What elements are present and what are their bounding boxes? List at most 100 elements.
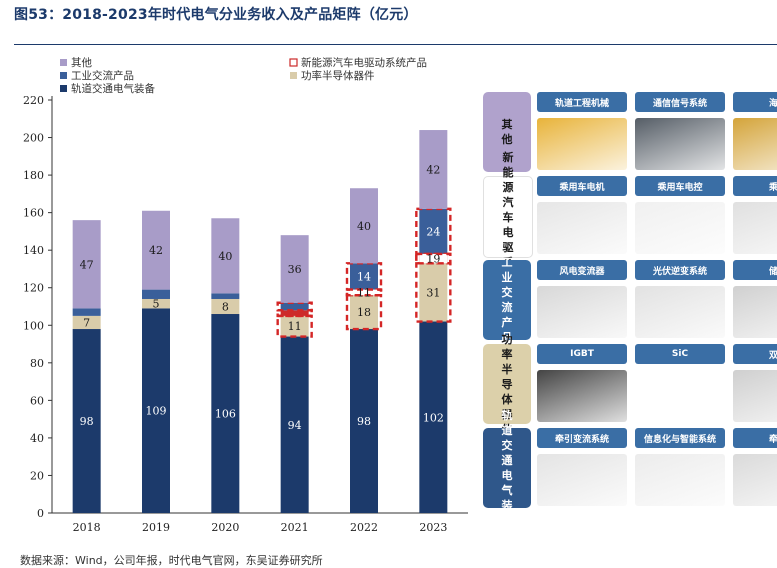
data-label: 42: [426, 163, 440, 176]
product-image: [635, 454, 725, 506]
matrix-cell: 乘用车电控: [635, 176, 725, 254]
bar-2019-1: [142, 298, 170, 309]
bar-2021-3: [280, 302, 309, 311]
matrix-cell: IGBT: [537, 344, 627, 422]
product-image: [733, 202, 777, 254]
bar-2020-1: [211, 298, 240, 315]
bar-2021-0: [280, 336, 309, 513]
matrix-cell: 牵引变流系统: [537, 428, 627, 506]
bar-2018-3: [72, 308, 101, 316]
highlight-box-2021-1: [276, 314, 313, 338]
bar-2019-3: [142, 289, 170, 299]
legend-label: 工业交流产品: [71, 69, 134, 82]
nev-highlight-2023: [415, 252, 452, 265]
y-tick-label: 160: [23, 207, 44, 220]
product-image: [537, 118, 627, 170]
bar-2023-3: [419, 208, 448, 254]
legend-swatch: [60, 85, 67, 92]
matrix-cell-label: 储能: [733, 260, 777, 280]
matrix-row-head: 功率半导体器件: [483, 333, 531, 436]
y-tick-label: 0: [37, 507, 44, 520]
matrix-cell: 储能: [733, 260, 777, 338]
matrix-cell-label: 海工: [733, 92, 777, 112]
y-tick-label: 40: [30, 432, 44, 445]
y-tick-label: 120: [23, 282, 44, 295]
matrix-cell: 风电变流器: [537, 260, 627, 338]
matrix-row-head-label: 其他: [501, 118, 513, 146]
bar-2021-2: [280, 310, 309, 316]
y-tick-label: 20: [30, 469, 44, 482]
x-tick-label: 2021: [281, 521, 309, 534]
highlight-box-2023-3: [415, 207, 452, 256]
matrix-cell-label: 牵引变流系统: [537, 428, 627, 448]
matrix-row: 轨道交通电气装备 牵引变流系统信息化与智能系统牵引: [483, 409, 777, 512]
data-label: 106: [215, 408, 236, 421]
matrix-row: 新能源汽车电驱系统乘用车电机乘用车电控乘用: [483, 151, 777, 284]
bar-2020-3: [211, 293, 240, 299]
data-label: 7: [83, 316, 90, 329]
data-label: 98: [80, 415, 94, 428]
bar-2022-3: [350, 263, 378, 290]
matrix-row: 其他 轨道工程机械通信信号系统海工: [483, 92, 777, 172]
highlight-box-2022-1: [345, 294, 383, 331]
data-label: 8: [222, 301, 229, 314]
matrix-cell: 双极: [733, 344, 777, 422]
legend-label: 新能源汽车电驱动系统产品: [301, 56, 427, 69]
matrix-row-head: 新能源汽车电驱系统: [483, 151, 533, 284]
bar-2023-4: [419, 130, 448, 209]
product-image: [733, 370, 777, 422]
data-label: 40: [357, 220, 371, 233]
legend-swatch: [60, 59, 67, 66]
matrix-row-head: 其他: [483, 92, 531, 172]
highlight-box-2023-1: [415, 262, 452, 323]
product-matrix: 其他 轨道工程机械通信信号系统海工新能源汽车电驱系统乘用车电机乘用车电控乘用工业交…: [483, 92, 777, 512]
matrix-cell-label: 乘用: [733, 176, 777, 196]
data-label: 24: [426, 225, 440, 238]
bar-2019-0: [142, 308, 170, 513]
legend-label: 其他: [71, 56, 92, 69]
matrix-cell: SiC: [635, 344, 725, 422]
legend-swatch: [290, 72, 297, 79]
matrix-cell-label: 通信信号系统: [635, 92, 725, 112]
data-label: 11: [357, 286, 371, 299]
y-tick-label: 220: [23, 94, 44, 107]
matrix-row-head-label: 工业交流产品: [501, 256, 513, 344]
title-divider: [14, 44, 777, 45]
x-tick-label: 2022: [350, 521, 378, 534]
matrix-cell: 海工: [733, 92, 777, 170]
bar-2021-1: [280, 315, 309, 337]
matrix-cell-label: SiC: [635, 344, 725, 364]
product-image: [635, 202, 725, 254]
bar-2018-0: [72, 329, 101, 513]
bar-2020-0: [211, 314, 240, 513]
matrix-cell: 通信信号系统: [635, 92, 725, 170]
matrix-cell-label: IGBT: [537, 344, 627, 364]
matrix-cell: 乘用: [733, 176, 777, 254]
bar-2018-1: [72, 315, 101, 330]
data-label: 19: [426, 253, 440, 266]
bar-2023-1: [419, 263, 448, 322]
product-image: [635, 286, 725, 338]
product-image: [733, 286, 777, 338]
bar-2023-0: [419, 321, 448, 513]
data-label: 98: [357, 415, 371, 428]
matrix-cell-label: 轨道工程机械: [537, 92, 627, 112]
product-image: [635, 370, 725, 422]
product-image: [733, 118, 777, 170]
data-label: 36: [288, 263, 302, 276]
product-image: [537, 454, 627, 506]
y-tick-label: 200: [23, 132, 44, 145]
data-label: 5: [153, 298, 160, 311]
product-image: [537, 286, 627, 338]
product-image: [537, 370, 627, 422]
data-label: 18: [357, 306, 371, 319]
stacked-bar-chart: 0 20 40 60 80 100 120 140 160 180 200 220 98 7 47 2018 1…: [23, 56, 468, 534]
bar-2022-1: [350, 295, 378, 330]
data-label: 42: [149, 244, 163, 257]
data-label: 102: [423, 411, 444, 424]
matrix-row: 工业交流产品 风电变流器光伏逆变系统储能: [483, 256, 777, 344]
legend-label: 轨道交通电气装备: [71, 82, 155, 95]
matrix-cell: 牵引: [733, 428, 777, 506]
y-tick-label: 180: [23, 169, 44, 182]
matrix-cell-label: 光伏逆变系统: [635, 260, 725, 280]
